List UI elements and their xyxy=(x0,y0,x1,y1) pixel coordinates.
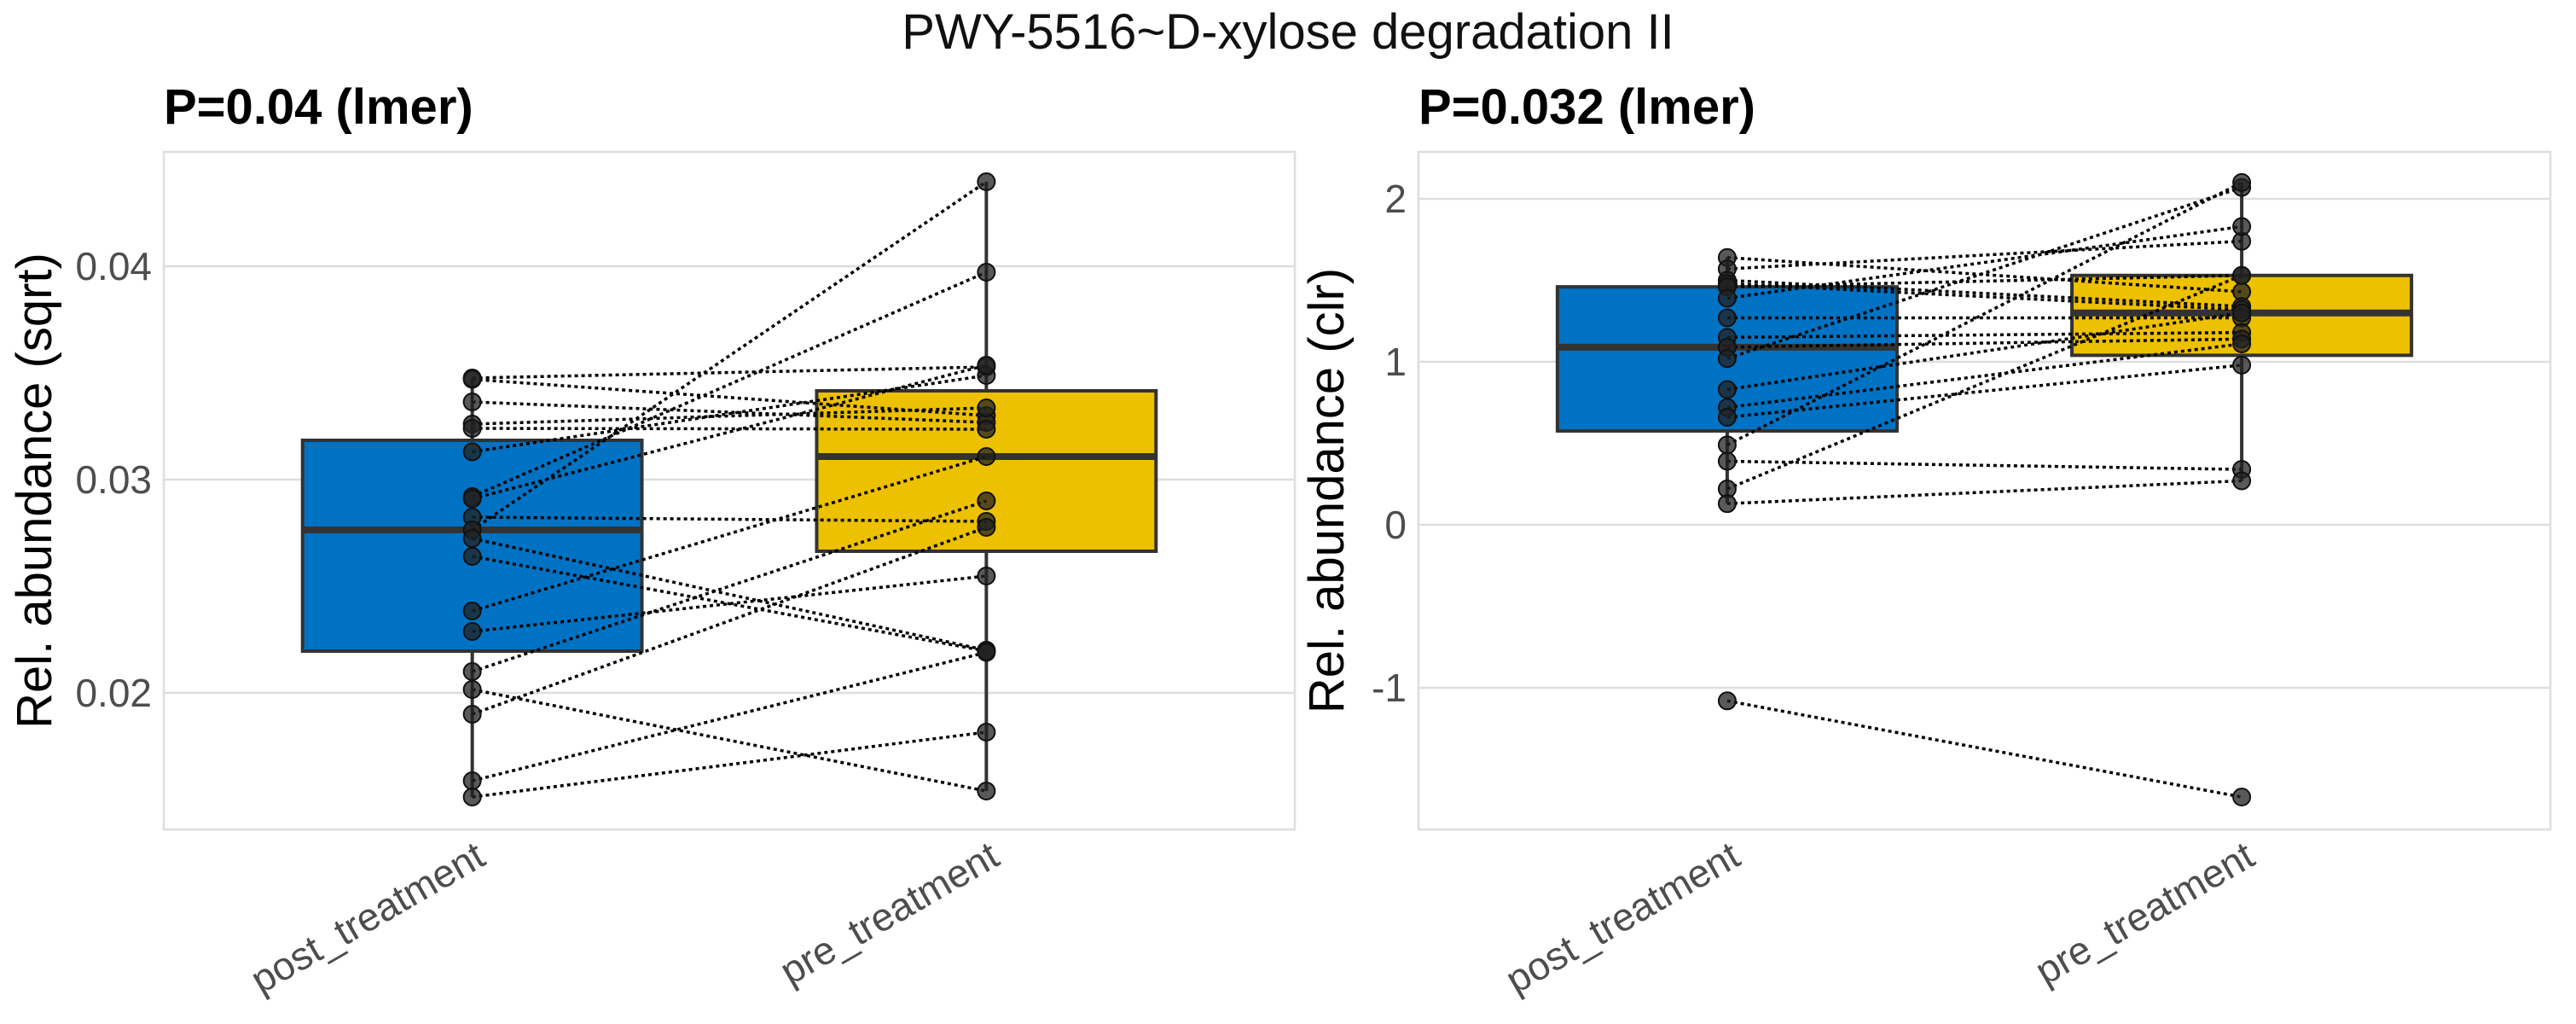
pair-line xyxy=(1726,224,2242,300)
pair-line xyxy=(472,526,987,716)
point-post xyxy=(462,602,482,620)
point-pre xyxy=(2232,787,2252,806)
y-axis-label: Rel. abundance (sqrt) xyxy=(7,253,62,729)
point-post xyxy=(462,419,482,438)
y-tick-label: 1 xyxy=(1384,340,1407,384)
pair-line xyxy=(472,688,987,793)
point-post xyxy=(462,662,482,681)
point-post xyxy=(462,393,482,411)
point-post xyxy=(1717,308,1737,328)
pair-line xyxy=(1726,479,2242,505)
panel-2-title: P=0.032 (lmer) xyxy=(1419,79,1755,135)
point-post xyxy=(1717,380,1737,399)
pair-line xyxy=(472,730,987,799)
point-post xyxy=(462,622,482,641)
x-tick-label: post_treatment xyxy=(243,833,492,1003)
pair-line xyxy=(1726,274,2242,491)
point-post xyxy=(462,442,482,462)
y-tick-label: 0 xyxy=(1384,503,1407,547)
point-pre xyxy=(977,263,996,282)
box-post_treatment xyxy=(300,378,644,797)
paired-lines xyxy=(471,180,988,799)
y-tick-label: 0.03 xyxy=(75,457,152,502)
point-post xyxy=(1717,288,1737,308)
point-post xyxy=(1717,407,1737,427)
panel-1-title: P=0.04 (lmer) xyxy=(164,79,473,135)
pair-line xyxy=(472,650,987,783)
pair-line xyxy=(472,455,987,613)
point-post xyxy=(462,680,482,699)
point-pre xyxy=(2232,217,2252,236)
point-pre xyxy=(977,447,996,466)
pair-line xyxy=(1726,342,2242,410)
pair-line xyxy=(472,499,987,673)
y-tick-label: 0.02 xyxy=(75,671,152,715)
pair-line xyxy=(472,537,987,652)
panel-sqrt: Rel. abundance (sqrt) 0.02 0.03 0.04 post_t… xyxy=(7,150,1297,1003)
figure-title: PWY-5516~D-xylose degradation II xyxy=(902,4,1674,60)
pair-line xyxy=(1726,185,2242,360)
y-tick-label: 0.04 xyxy=(75,244,152,288)
point-pre xyxy=(2232,303,2252,323)
pair-line xyxy=(472,574,987,633)
point-pre xyxy=(977,723,996,742)
point-pre xyxy=(2232,172,2252,192)
point-post xyxy=(1717,691,1737,711)
gridlines xyxy=(1419,197,2550,689)
pair-line xyxy=(1726,311,2242,392)
point-post xyxy=(462,788,482,806)
pair-line xyxy=(1726,364,2242,419)
point-pre xyxy=(977,782,996,800)
pair-line xyxy=(472,374,987,454)
point-post xyxy=(1717,494,1737,514)
panel-border xyxy=(1417,150,2552,831)
pair-line xyxy=(1726,699,2242,799)
point-post xyxy=(1717,435,1737,455)
pair-line xyxy=(1726,459,2242,471)
point-pre xyxy=(977,399,996,417)
point-pre xyxy=(977,492,996,510)
y-tick-label: -1 xyxy=(1372,666,1407,710)
pair-line xyxy=(471,271,988,498)
point-pre xyxy=(2232,335,2252,354)
point-post xyxy=(462,369,482,389)
pair-line xyxy=(1726,239,2242,271)
point-pre xyxy=(977,518,996,537)
pair-line xyxy=(472,427,987,431)
x-tick-label: pre_treatment xyxy=(772,833,1006,993)
point-post xyxy=(462,489,482,509)
panel-border xyxy=(162,150,1297,831)
point-pre xyxy=(977,420,996,439)
pair-line xyxy=(472,365,987,380)
data-points xyxy=(462,172,996,806)
point-post xyxy=(1717,451,1737,471)
pair-line xyxy=(471,180,988,532)
y-tick-label: 2 xyxy=(1384,177,1407,221)
point-post xyxy=(462,705,482,724)
point-pre xyxy=(977,567,996,585)
panel-clr: Rel. abundance (clr) -1 0 1 2 post_treatment… xyxy=(1299,150,2552,1003)
point-post xyxy=(1717,349,1737,369)
point-pre xyxy=(977,172,996,191)
data-points xyxy=(1717,172,2252,806)
point-pre xyxy=(977,643,996,662)
x-tick-label: pre_treatment xyxy=(2028,833,2261,993)
y-axis-label: Rel. abundance (clr) xyxy=(1299,268,1355,713)
pair-line xyxy=(1726,181,2242,446)
point-post xyxy=(462,529,482,548)
point-pre xyxy=(2232,355,2252,375)
point-pre xyxy=(977,356,996,375)
point-post xyxy=(462,547,482,566)
point-pre xyxy=(2232,265,2252,285)
paired-lines xyxy=(1726,181,2242,799)
pair-line xyxy=(472,555,987,653)
point-pre xyxy=(2232,471,2252,491)
point-post xyxy=(462,771,482,790)
x-tick-label: post_treatment xyxy=(1498,833,1747,1003)
